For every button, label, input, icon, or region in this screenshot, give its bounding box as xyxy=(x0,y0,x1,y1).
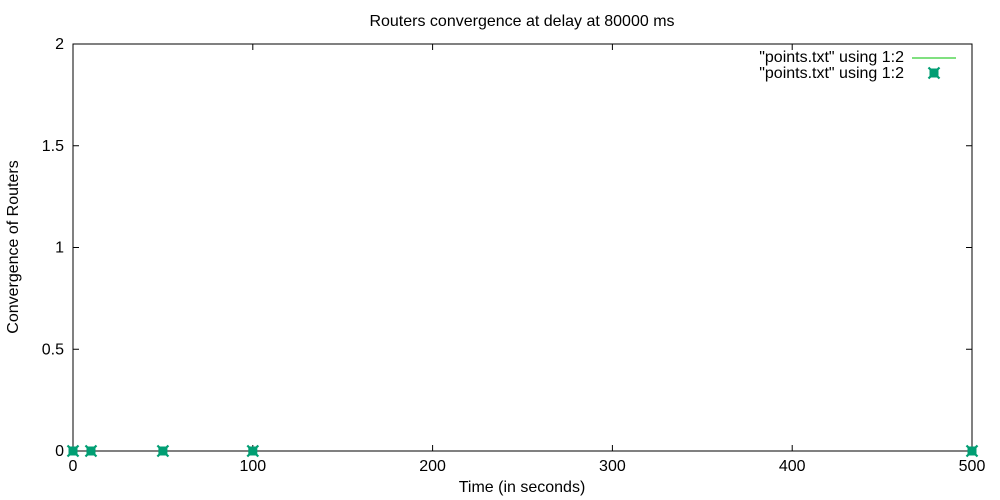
chart-title: Routers convergence at delay at 80000 ms xyxy=(369,13,674,30)
y-tick-label: 1.5 xyxy=(42,138,64,155)
x-axis: 0 100 200 300 400 500 xyxy=(69,44,986,475)
x-tick-label: 200 xyxy=(419,458,446,475)
data-point xyxy=(84,444,98,458)
data-point xyxy=(965,444,979,458)
x-axis-label: Time (in seconds) xyxy=(459,479,586,496)
y-axis-label: Convergence of Routers xyxy=(5,160,22,333)
legend-marker xyxy=(927,66,941,80)
x-tick-label: 0 xyxy=(69,458,78,475)
x-tick-label: 500 xyxy=(959,458,986,475)
data-point xyxy=(246,444,260,458)
legend-point-sample xyxy=(927,66,941,80)
legend: "points.txt" using 1:2 "points.txt" usin… xyxy=(759,49,956,82)
plot-border xyxy=(72,43,973,452)
x-tick-label: 100 xyxy=(239,458,266,475)
data-point xyxy=(66,444,80,458)
x-tick-label: 300 xyxy=(599,458,626,475)
y-tick-label: 0.5 xyxy=(42,341,64,358)
x-tick-label: 400 xyxy=(779,458,806,475)
y-axis: 0 0.5 1 1.5 2 xyxy=(42,36,972,460)
y-tick-label: 0 xyxy=(55,443,64,460)
y-tick-label: 1 xyxy=(55,240,64,257)
y-tick-label: 2 xyxy=(55,36,64,53)
legend-label-line: "points.txt" using 1:2 xyxy=(759,49,904,66)
legend-label-points: "points.txt" using 1:2 xyxy=(759,65,904,82)
data-point xyxy=(156,444,170,458)
point-series xyxy=(66,444,979,458)
